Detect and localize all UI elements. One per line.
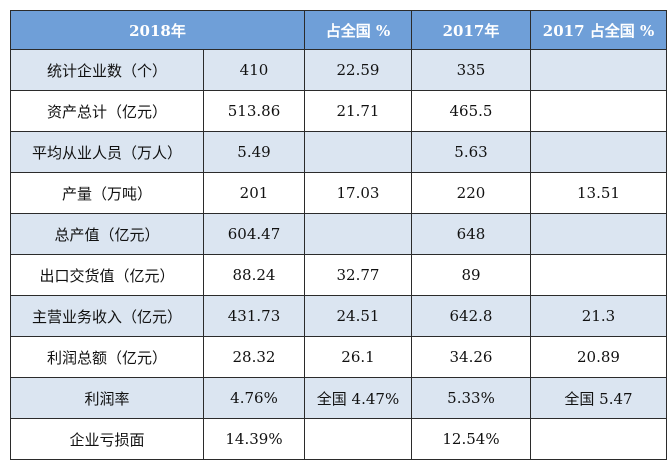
share-2017 (530, 90, 667, 132)
table-row: 出口交货值（亿元） 88.24 32.77 89 (10, 254, 667, 296)
value-2017: 34.26 (411, 336, 531, 378)
row-label: 统计企业数（个） (10, 49, 204, 91)
row-label: 利润总额（亿元） (10, 336, 204, 378)
value-2018: 431.73 (203, 295, 305, 337)
share-2017: 13.51 (530, 172, 667, 214)
share-2018 (304, 131, 412, 173)
share-2017: 20.89 (530, 336, 667, 378)
row-label: 平均从业人员（万人） (10, 131, 204, 173)
value-2018: 513.86 (203, 90, 305, 132)
row-label: 总产值（亿元） (10, 213, 204, 255)
value-2017: 220 (411, 172, 531, 214)
table-row: 利润率 4.76% 全国 4.47% 5.33% 全国 5.47 (10, 377, 667, 419)
share-2018: 21.71 (304, 90, 412, 132)
value-2017: 648 (411, 213, 531, 255)
share-2017: 全国 5.47 (530, 377, 667, 419)
share-2017: 21.3 (530, 295, 667, 337)
table-row: 平均从业人员（万人） 5.49 5.63 (10, 131, 667, 173)
share-2017 (530, 49, 667, 91)
share-2018 (304, 418, 412, 460)
table-row: 统计企业数（个） 410 22.59 335 (10, 49, 667, 91)
row-label: 资产总计（亿元） (10, 90, 204, 132)
row-label: 企业亏损面 (10, 418, 204, 460)
row-label: 出口交货值（亿元） (10, 254, 204, 296)
value-2017: 335 (411, 49, 531, 91)
header-2017: 2017年 (411, 10, 531, 50)
value-2017: 5.33% (411, 377, 531, 419)
statistics-table: 2018年 占全国 % 2017年 2017 占全国 % 统计企业数（个） 41… (10, 10, 667, 460)
value-2017: 642.8 (411, 295, 531, 337)
share-2018: 17.03 (304, 172, 412, 214)
share-2018: 32.77 (304, 254, 412, 296)
header-share-2018: 占全国 % (304, 10, 412, 50)
value-2018: 201 (203, 172, 305, 214)
share-2018: 全国 4.47% (304, 377, 412, 419)
value-2017: 89 (411, 254, 531, 296)
value-2018: 604.47 (203, 213, 305, 255)
row-label: 产量（万吨） (10, 172, 204, 214)
value-2017: 5.63 (411, 131, 531, 173)
table-row: 产量（万吨） 201 17.03 220 13.51 (10, 172, 667, 214)
value-2017: 465.5 (411, 90, 531, 132)
value-2018: 4.76% (203, 377, 305, 419)
share-2018: 26.1 (304, 336, 412, 378)
table-row: 资产总计（亿元） 513.86 21.71 465.5 (10, 90, 667, 132)
value-2018: 88.24 (203, 254, 305, 296)
table-row: 利润总额（亿元） 28.32 26.1 34.26 20.89 (10, 336, 667, 378)
row-label: 利润率 (10, 377, 204, 419)
header-2018: 2018年 (10, 10, 305, 50)
share-2017 (530, 131, 667, 173)
share-2017 (530, 418, 667, 460)
share-2017 (530, 213, 667, 255)
value-2018: 28.32 (203, 336, 305, 378)
value-2017: 12.54% (411, 418, 531, 460)
table-row: 企业亏损面 14.39% 12.54% (10, 418, 667, 460)
table-row: 主营业务收入（亿元） 431.73 24.51 642.8 21.3 (10, 295, 667, 337)
share-2018 (304, 213, 412, 255)
value-2018: 14.39% (203, 418, 305, 460)
value-2018: 5.49 (203, 131, 305, 173)
share-2018: 22.59 (304, 49, 412, 91)
header-share-2017: 2017 占全国 % (530, 10, 667, 50)
table-row: 总产值（亿元） 604.47 648 (10, 213, 667, 255)
value-2018: 410 (203, 49, 305, 91)
share-2018: 24.51 (304, 295, 412, 337)
header-row: 2018年 占全国 % 2017年 2017 占全国 % (10, 10, 667, 50)
share-2017 (530, 254, 667, 296)
row-label: 主营业务收入（亿元） (10, 295, 204, 337)
